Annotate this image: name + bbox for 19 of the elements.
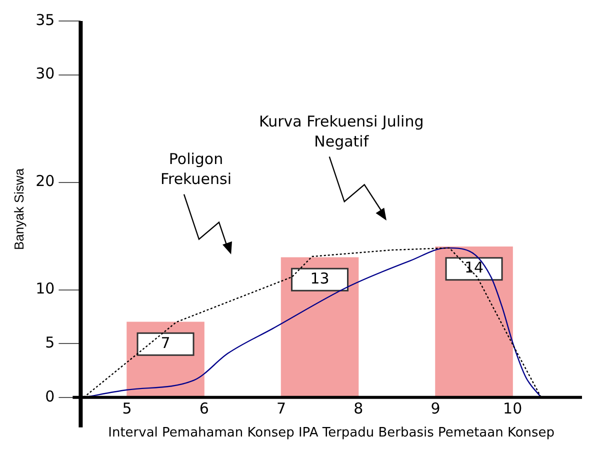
y-tick-label: 35 — [36, 10, 55, 29]
y-tick-label: 0 — [45, 387, 55, 406]
y-tick-label: 5 — [45, 334, 55, 352]
y-tick-label: 30 — [36, 64, 55, 83]
data-label: 14 — [464, 258, 484, 277]
data-label: 13 — [310, 269, 330, 288]
x-axis-title: Interval Pemahaman Konsep IPA Terpadu Berbasis Pemetaan Konsep — [108, 426, 555, 441]
y-tick-label: 10 — [36, 280, 55, 298]
x-tick-label: 5 — [122, 399, 132, 418]
x-tick-label: 9 — [430, 399, 440, 418]
x-tick-label: 8 — [354, 399, 364, 418]
x-tick-label: 7 — [276, 399, 286, 418]
y-tick-label: 20 — [36, 172, 55, 190]
x-tick-label: 10 — [503, 399, 522, 418]
x-tick-label: 6 — [199, 399, 209, 418]
annotation: Kurva Frekuensi Juling Negatif — [259, 112, 424, 151]
annotation: Poligon Frekuensi — [160, 150, 232, 188]
y-axis-title: Banyak Siswa — [11, 168, 26, 250]
data-label: 7 — [160, 334, 170, 352]
